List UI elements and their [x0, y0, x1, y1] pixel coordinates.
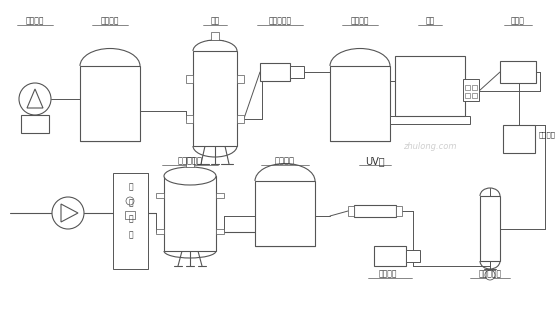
Bar — [348, 206, 354, 216]
Text: 水: 水 — [128, 199, 133, 208]
Bar — [113, 173, 148, 269]
Bar — [500, 61, 536, 83]
Bar — [463, 79, 479, 101]
Text: 保安过滤器: 保安过滤器 — [478, 269, 502, 278]
Bar — [374, 246, 406, 266]
Bar — [480, 196, 500, 261]
Text: 置: 置 — [128, 230, 133, 240]
Text: 混床提升泵: 混床提升泵 — [268, 17, 292, 25]
Bar — [156, 193, 164, 198]
Bar — [396, 206, 402, 216]
Text: 除盐水泵: 除盐水泵 — [26, 17, 44, 25]
Bar — [290, 66, 304, 78]
Bar — [395, 56, 465, 116]
Bar — [255, 181, 315, 246]
Text: 纤维过滤器: 纤维过滤器 — [178, 157, 203, 166]
Bar — [186, 74, 193, 82]
Text: 过滤装置: 过滤装置 — [539, 132, 556, 138]
Bar — [21, 115, 49, 133]
Bar — [260, 63, 290, 81]
Bar — [216, 229, 224, 234]
Text: 过滤水箱: 过滤水箱 — [275, 157, 295, 166]
Bar — [390, 116, 470, 124]
Text: UV灯: UV灯 — [365, 156, 385, 166]
Bar — [193, 51, 237, 146]
Text: 中间水箱: 中间水箱 — [351, 17, 369, 25]
Bar — [186, 115, 193, 122]
Bar — [125, 211, 135, 219]
Polygon shape — [61, 204, 78, 222]
Text: 膜堆: 膜堆 — [426, 17, 435, 25]
Bar — [406, 250, 420, 262]
Text: 除盐水箱: 除盐水箱 — [101, 17, 119, 25]
Bar — [164, 176, 216, 251]
Circle shape — [19, 83, 51, 115]
Circle shape — [126, 197, 134, 205]
Text: 装: 装 — [128, 214, 133, 223]
Bar — [354, 205, 396, 217]
Text: zhulong.com: zhulong.com — [403, 142, 457, 151]
Bar — [472, 85, 477, 90]
Bar — [156, 229, 164, 234]
Bar — [472, 93, 477, 98]
Text: 高压泵: 高压泵 — [511, 17, 525, 25]
Bar — [80, 66, 140, 141]
Text: 净: 净 — [128, 182, 133, 192]
Bar — [330, 66, 390, 141]
Circle shape — [52, 197, 84, 229]
Bar — [216, 193, 224, 198]
Bar — [465, 85, 470, 90]
Text: 混床: 混床 — [211, 17, 220, 25]
Polygon shape — [27, 89, 43, 108]
Circle shape — [485, 270, 495, 280]
Bar — [211, 32, 219, 40]
Bar — [465, 93, 470, 98]
Bar — [503, 125, 535, 153]
Text: 预增压泵: 预增压泵 — [379, 269, 397, 278]
Bar — [237, 115, 244, 122]
Bar — [186, 157, 194, 167]
Bar — [237, 74, 244, 82]
Ellipse shape — [164, 167, 216, 185]
